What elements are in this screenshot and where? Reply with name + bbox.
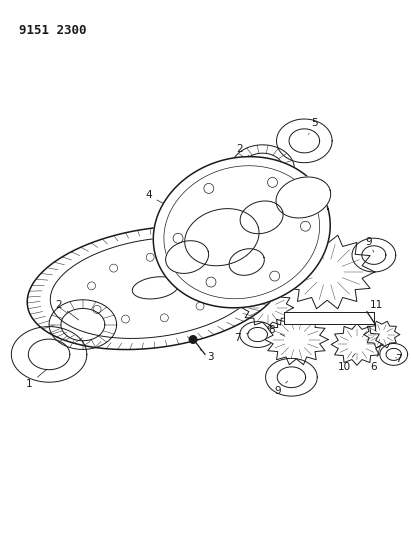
Polygon shape xyxy=(277,119,332,163)
Text: 8: 8 xyxy=(306,245,317,260)
Polygon shape xyxy=(364,321,399,348)
Polygon shape xyxy=(185,208,259,266)
Polygon shape xyxy=(376,330,388,340)
Text: 11: 11 xyxy=(370,300,383,318)
Text: 2: 2 xyxy=(236,144,256,161)
Text: 5: 5 xyxy=(309,118,318,134)
Text: 1: 1 xyxy=(26,369,47,389)
Polygon shape xyxy=(231,145,294,192)
Text: 9151 2300: 9151 2300 xyxy=(19,23,87,37)
Polygon shape xyxy=(380,343,408,365)
Text: 9: 9 xyxy=(365,237,374,252)
Polygon shape xyxy=(346,336,367,353)
Polygon shape xyxy=(240,321,275,348)
Polygon shape xyxy=(229,249,264,276)
Text: 9: 9 xyxy=(274,381,287,396)
Polygon shape xyxy=(153,157,330,308)
Text: 10: 10 xyxy=(337,353,355,373)
Text: 4: 4 xyxy=(145,190,193,219)
Polygon shape xyxy=(331,324,383,365)
Polygon shape xyxy=(352,238,396,272)
Polygon shape xyxy=(242,288,293,328)
Polygon shape xyxy=(284,312,374,324)
Text: 2: 2 xyxy=(55,300,79,320)
Polygon shape xyxy=(49,300,117,350)
Text: 3: 3 xyxy=(200,350,213,362)
Polygon shape xyxy=(279,235,375,309)
Polygon shape xyxy=(259,301,277,314)
Polygon shape xyxy=(265,314,328,365)
Text: 6: 6 xyxy=(371,344,381,373)
Polygon shape xyxy=(12,327,87,382)
Text: 7: 7 xyxy=(234,333,249,343)
Text: 8: 8 xyxy=(268,325,285,336)
Polygon shape xyxy=(276,177,331,218)
Text: 7: 7 xyxy=(395,354,402,365)
Polygon shape xyxy=(166,241,209,273)
Polygon shape xyxy=(27,226,284,350)
Text: 6: 6 xyxy=(245,283,260,300)
Polygon shape xyxy=(310,259,344,285)
Polygon shape xyxy=(240,201,283,233)
Polygon shape xyxy=(284,329,309,350)
Polygon shape xyxy=(266,358,317,396)
Circle shape xyxy=(189,336,197,343)
